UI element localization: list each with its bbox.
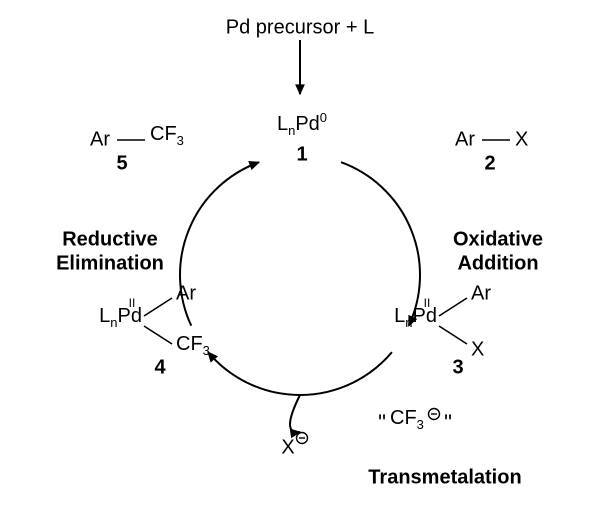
species-1-num: 1	[296, 143, 307, 165]
label-oxidative-2: Addition	[457, 252, 538, 274]
arrowhead	[290, 429, 300, 437]
species-2-ar: Ar	[455, 128, 475, 150]
svg-text:LnPd0: LnPd0	[277, 110, 327, 138]
species-5-ar: Ar	[90, 128, 110, 150]
species-5-num: 5	[116, 152, 127, 174]
x-out-arrow	[290, 395, 300, 432]
label-oxidative-1: Oxidative	[453, 228, 543, 250]
label-reductive-2: Elimination	[56, 252, 164, 274]
species-3-ox: II	[424, 296, 431, 310]
x-leaving: X	[281, 436, 294, 458]
cf3-quote-l: "	[378, 410, 386, 435]
species-5-cf3: CF3	[150, 123, 184, 148]
species-4-bond-bot	[144, 326, 172, 344]
arc-3-to-4	[208, 352, 392, 395]
arc-1-to-3	[341, 162, 420, 325]
arrowhead	[249, 162, 259, 170]
species-3-bond-bot	[439, 326, 467, 344]
species-4-ox: II	[129, 296, 136, 310]
label-transmetalation: Transmetalation	[368, 466, 521, 488]
arrowhead	[296, 85, 304, 94]
species-4-bond-top	[144, 298, 172, 316]
precursor-label: Pd precursor + L	[226, 16, 374, 38]
species-4-bot: CF3	[176, 333, 210, 358]
cf3-reagent: CF3	[390, 407, 424, 432]
species-3-top: Ar	[471, 282, 491, 304]
label-reductive-1: Reductive	[62, 228, 158, 250]
species-4-num: 4	[154, 356, 166, 378]
species-4-top: Ar	[176, 282, 196, 304]
species-3-bot: X	[471, 338, 484, 360]
species-1: LnPd0	[277, 110, 327, 138]
cf3-quote-r: "	[444, 410, 452, 435]
species-3-bond-top	[439, 298, 467, 316]
species-4-metal: LnPd	[99, 305, 142, 330]
species-2-x: X	[515, 128, 528, 150]
species-2-num: 2	[484, 152, 495, 174]
species-3-num: 3	[452, 356, 463, 378]
